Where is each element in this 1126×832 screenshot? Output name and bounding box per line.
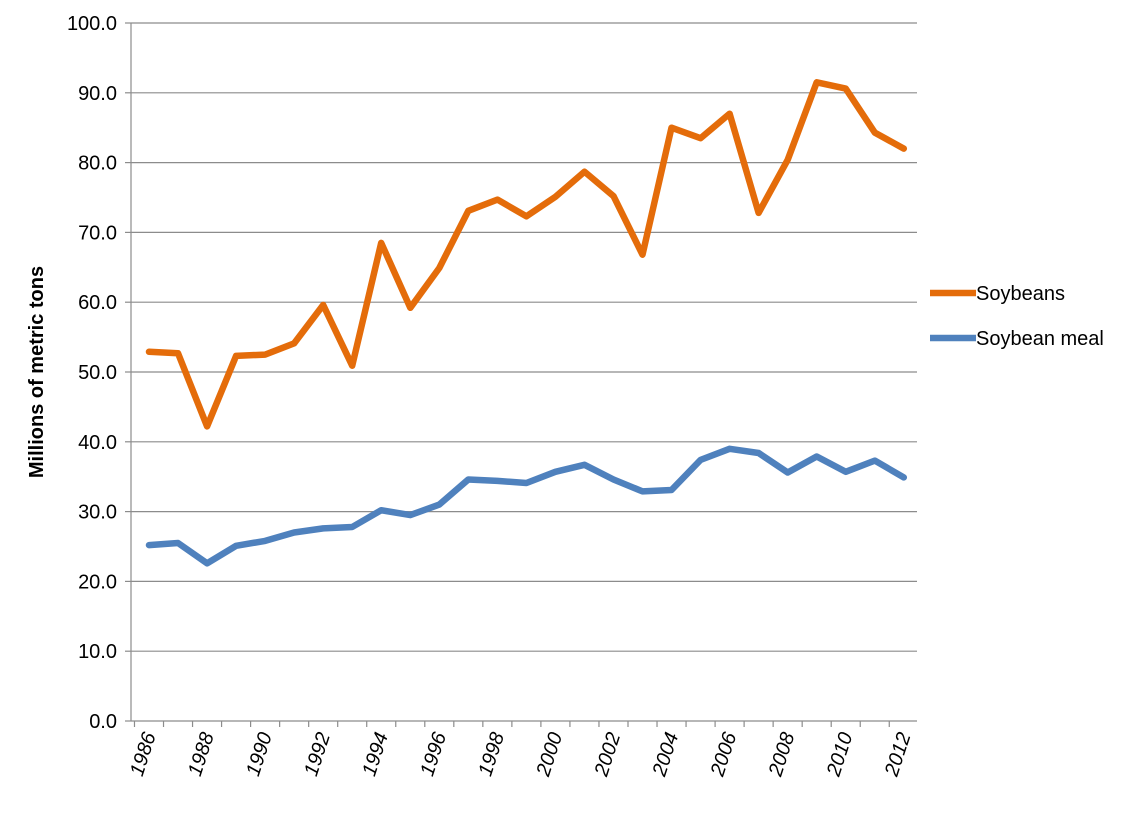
y-tick-label: 80.0 xyxy=(78,153,117,175)
x-tick-label: 2000 xyxy=(532,730,567,780)
x-tick-label: 2010 xyxy=(822,730,857,780)
x-tick-label: 1994 xyxy=(358,730,393,779)
y-tick-label: 70.0 xyxy=(78,222,117,244)
gridlines xyxy=(131,22,917,652)
x-tick-label: 1998 xyxy=(474,730,509,779)
x-tick-labels: 1986 1988 1990 1992 1994 1996 1998 2000 2002 2004… xyxy=(126,729,915,780)
series-line-soybeans xyxy=(145,79,908,430)
x-tick-label: 1992 xyxy=(300,730,335,779)
x-tick-label: 1990 xyxy=(242,730,277,779)
y-tick-label: 20.0 xyxy=(78,571,117,593)
y-tick-label: 50.0 xyxy=(78,362,117,384)
x-tick-label: 2008 xyxy=(764,730,799,780)
x-tick-label: 1986 xyxy=(126,729,161,779)
x-tick-label: 2004 xyxy=(648,730,683,780)
series-lines xyxy=(145,79,908,567)
y-tick-label: 10.0 xyxy=(78,641,117,663)
y-tick-label: 30.0 xyxy=(78,502,117,524)
axes xyxy=(125,22,917,727)
legend: Soybeans Soybean meal xyxy=(930,283,1104,350)
y-axis-title: Millions of metric tons xyxy=(26,266,48,478)
y-tick-label: 90.0 xyxy=(78,83,117,105)
y-tick-label: 100.0 xyxy=(67,13,117,35)
y-tick-label: 0.0 xyxy=(89,711,117,733)
y-tick-label: 40.0 xyxy=(78,432,117,454)
y-tick-label: 60.0 xyxy=(78,292,117,314)
legend-label: Soybean meal xyxy=(976,328,1104,350)
series-line-soybean-meal xyxy=(145,445,908,567)
legend-label: Soybeans xyxy=(976,283,1065,305)
x-tick-label: 1988 xyxy=(184,730,219,779)
x-tick-label: 2002 xyxy=(590,730,625,780)
y-tick-labels: 0.0 10.0 20.0 30.0 40.0 50.0 60.0 70.0 80.0 90.0 1… xyxy=(67,13,117,733)
x-tick-label: 2012 xyxy=(881,730,916,780)
x-tick-label: 2006 xyxy=(706,729,741,780)
x-tick-label: 1996 xyxy=(416,729,451,779)
